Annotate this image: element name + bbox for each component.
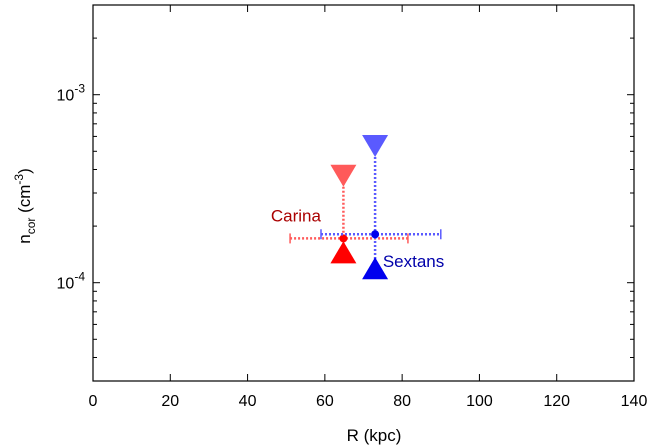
lower-limit-marker (330, 241, 357, 264)
x-tick-label: 60 (316, 393, 334, 410)
series-carina (289, 164, 409, 264)
x-tick-label: 20 (161, 393, 179, 410)
annotation-sextans: Sextans (383, 252, 444, 271)
y-axis-label-unit-close: ) (15, 168, 34, 174)
upper-limit-marker (330, 164, 357, 187)
x-tick-label: 100 (466, 393, 493, 410)
series-sextans (320, 134, 442, 280)
y-axis-label-sub: cor (24, 218, 38, 235)
y-axis-label: ncor (cm-3) (12, 168, 38, 244)
lower-limit-marker (362, 257, 389, 280)
x-tick-label: 120 (543, 393, 570, 410)
x-tick-label: 40 (239, 393, 257, 410)
y-axis-label-unit-open: (cm (15, 185, 34, 218)
annotation-carina: Carina (271, 206, 322, 225)
x-tick-label: 140 (621, 393, 648, 410)
y-axis-label-base: n (15, 234, 34, 243)
y-axis-label-unit-exp: -3 (12, 174, 26, 185)
data-marks: Carina Sextans (271, 134, 444, 280)
x-axis-label: R (kpc) (347, 426, 402, 445)
axis-ticks: 0 20 40 60 80 100 120 140 10-4 10-3 (57, 4, 648, 410)
x-tick-label: 80 (393, 393, 411, 410)
data-point (339, 234, 348, 243)
upper-limit-marker (362, 134, 389, 157)
data-point (371, 230, 380, 239)
y-tick-label: 10-4 (57, 270, 86, 293)
plot-frame (92, 4, 635, 382)
x-tick-label: 0 (89, 393, 98, 410)
plot-area (92, 4, 635, 382)
y-tick-label: 10-3 (57, 82, 86, 105)
